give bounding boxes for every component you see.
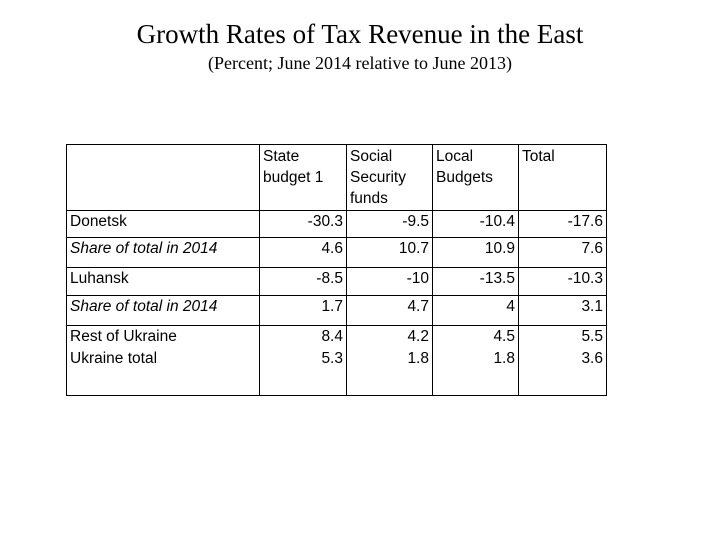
cell-state-budget: -8.5 xyxy=(259,267,347,296)
header-line: Total xyxy=(522,148,555,165)
row-label: Share of total in 2014 xyxy=(66,236,260,269)
cell-total: 7.6 xyxy=(518,236,607,269)
cell-local-budgets: 4.5 xyxy=(432,325,519,348)
header-line: Social xyxy=(350,148,393,165)
cell-state-budget: -30.3 xyxy=(259,210,347,238)
header-line: funds xyxy=(350,190,388,207)
header-cell-total: Total xyxy=(518,144,607,211)
slide-subtitle: (Percent; June 2014 relative to June 201… xyxy=(208,53,512,73)
header-line: Local xyxy=(436,148,474,165)
cell-social-security: 1.8 xyxy=(346,347,433,396)
cell-total: -10.3 xyxy=(518,267,607,296)
cell-total: -17.6 xyxy=(518,210,607,238)
cell-social-security: 4.2 xyxy=(346,325,433,348)
cell-local-budgets: 10.9 xyxy=(432,236,519,269)
cell-total: 3.6 xyxy=(518,347,607,396)
cell-state-budget: 5.3 xyxy=(259,347,347,396)
cell-total: 3.1 xyxy=(518,294,607,327)
cell-state-budget: 8.4 xyxy=(259,325,347,348)
row-label: Luhansk xyxy=(66,267,260,296)
slide-title: Growth Rates of Tax Revenue in the East xyxy=(136,19,584,49)
row-label: Ukraine total xyxy=(66,347,260,396)
table-row-donetsk-share: Share of total in 2014 4.6 10.7 10.9 7.6 xyxy=(66,236,607,269)
cell-local-budgets: -10.4 xyxy=(432,210,519,238)
tax-revenue-table: State budget 1 Social Security funds Loc… xyxy=(66,144,607,396)
header-line: budget 1 xyxy=(263,169,324,186)
cell-local-budgets: 1.8 xyxy=(432,347,519,396)
header-line: Security xyxy=(350,169,406,186)
cell-social-security: -9.5 xyxy=(346,210,433,238)
cell-local-budgets: 4 xyxy=(432,294,519,327)
table-row-luhansk-share: Share of total in 2014 1.7 4.7 4 3.1 xyxy=(66,294,607,327)
cell-local-budgets: -13.5 xyxy=(432,267,519,296)
header-cell-state-budget: State budget 1 xyxy=(259,144,347,211)
header-cell-empty xyxy=(66,144,260,211)
table-row-luhansk: Luhansk -8.5 -10 -13.5 -10.3 xyxy=(66,267,607,296)
table-row-ukraine-total: Ukraine total 5.3 1.8 1.8 3.6 xyxy=(66,347,607,396)
header-line: Budgets xyxy=(436,169,493,186)
header-line: State xyxy=(263,148,300,165)
row-label: Share of total in 2014 xyxy=(66,294,260,327)
table-row-rest-of-ukraine: Rest of Ukraine 8.4 4.2 4.5 5.5 xyxy=(66,325,607,348)
cell-state-budget: 4.6 xyxy=(259,236,347,269)
header-cell-local-budgets: Local Budgets xyxy=(432,144,519,211)
cell-social-security: -10 xyxy=(346,267,433,296)
table-row-donetsk: Donetsk -30.3 -9.5 -10.4 -17.6 xyxy=(66,210,607,238)
cell-total: 5.5 xyxy=(518,325,607,348)
cell-social-security: 4.7 xyxy=(346,294,433,327)
cell-state-budget: 1.7 xyxy=(259,294,347,327)
row-label: Donetsk xyxy=(66,210,260,238)
table-header-row: State budget 1 Social Security funds Loc… xyxy=(66,144,607,211)
row-label: Rest of Ukraine xyxy=(66,325,260,348)
header-cell-social-security: Social Security funds xyxy=(346,144,433,211)
cell-social-security: 10.7 xyxy=(346,236,433,269)
